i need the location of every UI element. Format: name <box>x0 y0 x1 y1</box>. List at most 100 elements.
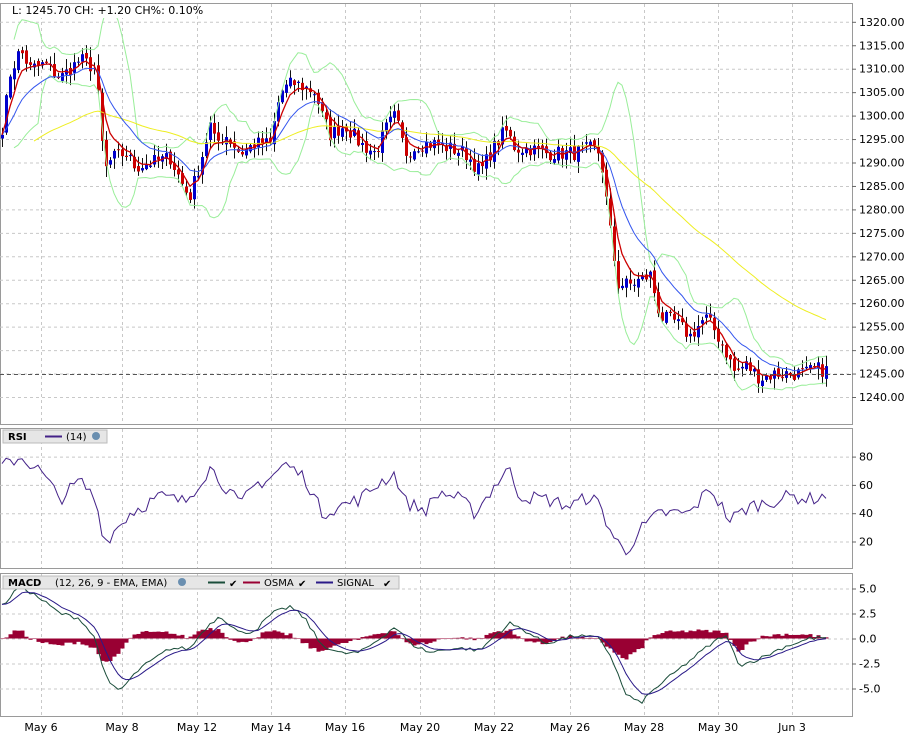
osma-bar <box>80 638 85 645</box>
candle-down <box>629 279 632 284</box>
osma-bar <box>308 638 313 649</box>
candle-down <box>793 373 796 380</box>
candle-down <box>769 376 772 380</box>
price-tick-label: 1255.00 <box>859 321 905 334</box>
price-tick-label: 1310.00 <box>859 63 905 76</box>
candle-down <box>593 140 596 147</box>
osma-bar <box>568 635 573 639</box>
candle-up <box>201 157 204 175</box>
candle-down <box>777 368 780 377</box>
x-tick-label: May 6 <box>24 721 57 734</box>
osma-bar <box>252 638 257 639</box>
candle-up <box>145 164 148 170</box>
x-tick-label: May 26 <box>550 721 590 734</box>
candle-up <box>141 168 144 171</box>
candle-down <box>821 364 824 377</box>
signal-legend-label: SIGNAL <box>337 578 374 589</box>
macd-legend-label: MACD <box>8 578 41 589</box>
candle-up <box>765 375 768 380</box>
candle-up <box>637 278 640 288</box>
osma-check-icon[interactable]: ✔ <box>298 579 306 590</box>
candle-up <box>745 361 748 370</box>
candle-down <box>541 145 544 149</box>
osma-bar <box>240 638 245 642</box>
candle-down <box>125 155 128 157</box>
candle-up <box>817 362 820 369</box>
price-tick-label: 1295.00 <box>859 133 905 146</box>
osma-bar <box>56 638 61 646</box>
osma-bar <box>664 631 669 639</box>
candle-down <box>213 122 216 134</box>
osma-bar <box>520 638 525 639</box>
osma-bar <box>236 638 241 643</box>
osma-bar <box>376 633 381 639</box>
macd-legend: MACD (12, 26, 9 - EMA, EMA) ✔ OSMA ✔ SIG… <box>2 575 400 590</box>
osma-bar <box>92 638 97 648</box>
candle-down <box>489 152 492 161</box>
candle-down <box>537 146 540 148</box>
candle-down <box>181 173 184 184</box>
x-tick-label: May 12 <box>177 721 217 734</box>
macd-line <box>1 584 827 704</box>
candle-down <box>357 130 360 146</box>
candle-down <box>429 143 432 148</box>
candle-down <box>801 368 804 370</box>
candle-up <box>9 76 12 98</box>
osma-bar <box>532 638 537 643</box>
osma-bar <box>176 635 181 639</box>
candle-down <box>601 152 604 173</box>
osma-bar <box>612 638 617 653</box>
osma-bar <box>732 638 737 646</box>
candle-up <box>153 154 156 165</box>
price-tick-label: 1240.00 <box>859 391 905 404</box>
macd-line-check-icon[interactable]: ✔ <box>229 579 237 590</box>
osma-bar <box>168 633 173 639</box>
osma-bar <box>132 634 137 639</box>
macd-tick-label: 2.5 <box>859 608 877 621</box>
osma-bar <box>524 638 529 642</box>
osma-bar <box>300 638 305 644</box>
osma-bar <box>408 638 413 644</box>
price-plot <box>1 5 828 393</box>
osma-bar <box>584 638 589 639</box>
osma-legend-label: OSMA <box>264 578 294 589</box>
osma-bar <box>172 633 177 639</box>
osma-bar <box>800 634 805 639</box>
osma-bar <box>468 637 473 639</box>
osma-bar <box>624 638 629 660</box>
x-tick-label: May 16 <box>325 721 365 734</box>
osma-bar <box>296 638 301 639</box>
osma-bar <box>28 638 33 640</box>
candle-down <box>29 62 32 65</box>
candle-down <box>505 125 508 131</box>
price-tick-label: 1260.00 <box>859 297 905 310</box>
osma-bar <box>660 633 665 639</box>
candle-up <box>577 146 580 162</box>
rsi-settings-icon[interactable] <box>92 432 100 440</box>
price-tick-label: 1250.00 <box>859 344 905 357</box>
macd-settings-icon[interactable] <box>178 578 186 586</box>
candle-down <box>45 61 48 63</box>
osma-bar <box>184 638 189 639</box>
signal-check-icon[interactable]: ✔ <box>383 579 391 590</box>
candle-up <box>73 62 76 73</box>
osma-bar <box>812 637 817 639</box>
candle-down <box>709 313 712 318</box>
candle-down <box>117 149 120 151</box>
candle-down <box>681 318 684 323</box>
osma-bar <box>620 638 625 659</box>
osma-bar <box>776 634 781 639</box>
rsi-tick-label: 20 <box>859 536 873 549</box>
osma-bar <box>212 630 217 639</box>
osma-bar <box>748 638 753 642</box>
osma-bar <box>672 631 677 639</box>
candle-down <box>605 169 608 197</box>
osma-bar <box>244 638 249 643</box>
candle-down <box>657 292 660 314</box>
candle-down <box>293 80 296 86</box>
osma-bar <box>124 638 129 643</box>
candle-up <box>285 84 288 93</box>
osma-bar <box>136 633 141 639</box>
osma-bar <box>704 629 709 639</box>
candle-up <box>113 150 116 159</box>
